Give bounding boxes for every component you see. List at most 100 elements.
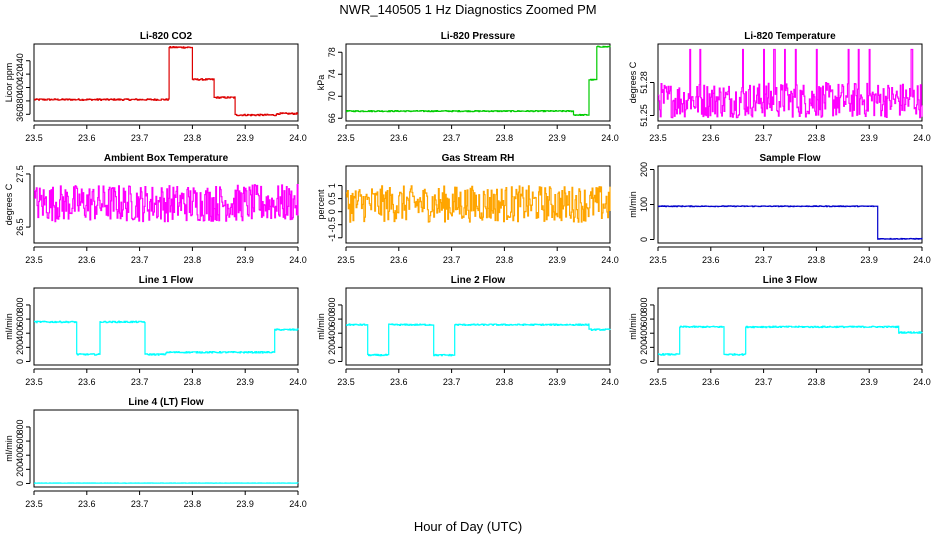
- panel-licor_temp: Li-820 Temperature 23.5 23.6 23.7 23.8 23.9 24…: [628, 31, 931, 143]
- x-tick-label: 23.8: [496, 133, 514, 143]
- x-tick-label: 23.5: [25, 499, 43, 509]
- y-tick-label: 74: [327, 69, 337, 79]
- x-tick-label: 23.6: [390, 133, 408, 143]
- x-tick-label: 23.8: [808, 377, 826, 387]
- y-tick-label: 0.5: [327, 192, 337, 205]
- y-tick-label: 1: [327, 183, 337, 188]
- series-line-line3: [658, 325, 923, 356]
- y-tick-label: -1: [327, 234, 337, 242]
- x-tick-label: 24.0: [913, 255, 931, 265]
- y-tick-label: 200: [15, 462, 25, 477]
- figure-x-label: Hour of Day (UTC): [414, 519, 522, 534]
- x-tick-label: 23.9: [548, 133, 566, 143]
- y-tick-label: 66: [327, 113, 337, 123]
- y-tick-label: 51.25: [639, 104, 649, 127]
- x-tick-label: 23.8: [184, 255, 202, 265]
- x-tick-label: 24.0: [289, 377, 307, 387]
- x-tick-label: 24.0: [601, 255, 619, 265]
- panel-title: Line 1 Flow: [139, 275, 194, 286]
- panel-sample_flow: Sample Flow 23.5 23.6 23.7 23.8 23.9 24.0 0 100 2…: [628, 153, 931, 265]
- x-tick-label: 23.5: [649, 255, 667, 265]
- x-tick-label: 24.0: [913, 377, 931, 387]
- y-tick-label: 0: [327, 359, 337, 364]
- panel-box_temp: Ambient Box Temperature 23.5 23.6 23.7 23.8 2…: [4, 153, 307, 265]
- x-tick-label: 24.0: [913, 133, 931, 143]
- series-line-licor_temp: [658, 48, 923, 119]
- panel-title: Line 3 Flow: [763, 275, 818, 286]
- y-tick-label: 0: [639, 237, 649, 242]
- x-tick-label: 24.0: [289, 255, 307, 265]
- y-tick-label: 800: [639, 297, 649, 312]
- panel-line4: Line 4 (LT) Flow 23.5 23.6 23.7 23.8 23.9 24.0…: [4, 397, 307, 509]
- x-tick-label: 23.5: [337, 255, 355, 265]
- series-line-line1: [34, 320, 299, 356]
- x-tick-label: 23.9: [236, 255, 254, 265]
- x-tick-label: 23.7: [755, 255, 773, 265]
- y-tick-label: 600: [15, 312, 25, 327]
- x-tick-label: 23.7: [443, 377, 461, 387]
- panel-frame: [657, 287, 923, 366]
- panel-title: Gas Stream RH: [442, 153, 515, 164]
- y-tick-label: 380: [15, 93, 25, 108]
- y-axis-label: ml/min: [316, 313, 326, 340]
- series-line-pressure: [346, 45, 611, 116]
- y-tick-label: 100: [639, 197, 649, 212]
- x-tick-label: 23.9: [236, 377, 254, 387]
- panel-title: Li-820 Pressure: [441, 31, 516, 42]
- y-tick-label: 200: [15, 340, 25, 355]
- y-axis-label: degrees C: [4, 183, 14, 225]
- y-tick-label: 360: [15, 107, 25, 122]
- x-tick-label: 23.7: [443, 133, 461, 143]
- x-tick-label: 23.5: [649, 133, 667, 143]
- y-axis-label: ml/min: [628, 191, 638, 218]
- y-tick-label: 800: [15, 297, 25, 312]
- panel-line2: Line 2 Flow 23.5 23.6 23.7 23.8 23.9 24.0 0 2004…: [316, 275, 619, 387]
- y-axis-label: ml/min: [4, 313, 14, 340]
- y-axis-label: Licor ppm: [4, 63, 14, 103]
- y-tick-label: 70: [327, 91, 337, 101]
- x-tick-label: 23.7: [755, 377, 773, 387]
- x-tick-label: 23.8: [496, 255, 514, 265]
- y-tick-label: 800: [327, 297, 337, 312]
- x-tick-label: 23.8: [808, 255, 826, 265]
- x-tick-label: 23.5: [337, 133, 355, 143]
- series-line-rh: [346, 185, 611, 223]
- panel-title: Line 4 (LT) Flow: [128, 397, 204, 408]
- y-tick-label: 400: [639, 326, 649, 341]
- x-tick-label: 24.0: [289, 499, 307, 509]
- x-tick-label: 23.5: [649, 377, 667, 387]
- y-tick-label: 800: [15, 419, 25, 434]
- panel-rh: Gas Stream RH 23.5 23.6 23.7 23.8 23.9 24.0 -1-…: [316, 153, 619, 265]
- x-tick-label: 23.9: [860, 255, 878, 265]
- y-axis-label: ml/min: [628, 313, 638, 340]
- panel-frame: [345, 165, 611, 244]
- panel-title: Li-820 Temperature: [744, 31, 836, 42]
- x-tick-label: 23.7: [131, 133, 149, 143]
- x-tick-label: 23.9: [236, 133, 254, 143]
- y-tick-label: 0: [15, 481, 25, 486]
- x-tick-label: 23.6: [390, 377, 408, 387]
- panel-frame: [345, 43, 611, 122]
- x-tick-label: 23.6: [78, 255, 96, 265]
- x-tick-label: 23.7: [131, 255, 149, 265]
- panel-pressure: Li-820 Pressure 23.5 23.6 23.7 23.8 23.9 24.0 6…: [316, 31, 619, 143]
- y-tick-label: 400: [15, 326, 25, 341]
- figure-title: NWR_140505 1 Hz Diagnostics Zoomed PM: [339, 2, 596, 17]
- x-tick-label: 23.9: [548, 255, 566, 265]
- panel-frame: [33, 43, 299, 122]
- y-tick-label: 0: [327, 209, 337, 214]
- y-axis-label: degrees C: [628, 61, 638, 103]
- x-tick-label: 23.7: [131, 377, 149, 387]
- x-tick-label: 23.6: [78, 377, 96, 387]
- series-line-line2: [346, 323, 611, 357]
- x-tick-label: 23.9: [548, 377, 566, 387]
- x-tick-label: 23.7: [443, 255, 461, 265]
- panel-title: Sample Flow: [759, 153, 820, 164]
- y-axis-label: ml/min: [4, 435, 14, 462]
- x-tick-label: 24.0: [601, 377, 619, 387]
- y-tick-label: 400: [15, 448, 25, 463]
- panel-title: Li-820 CO2: [140, 31, 193, 42]
- x-tick-label: 23.9: [860, 133, 878, 143]
- y-tick-label: 420: [15, 67, 25, 82]
- y-tick-label: 600: [639, 312, 649, 327]
